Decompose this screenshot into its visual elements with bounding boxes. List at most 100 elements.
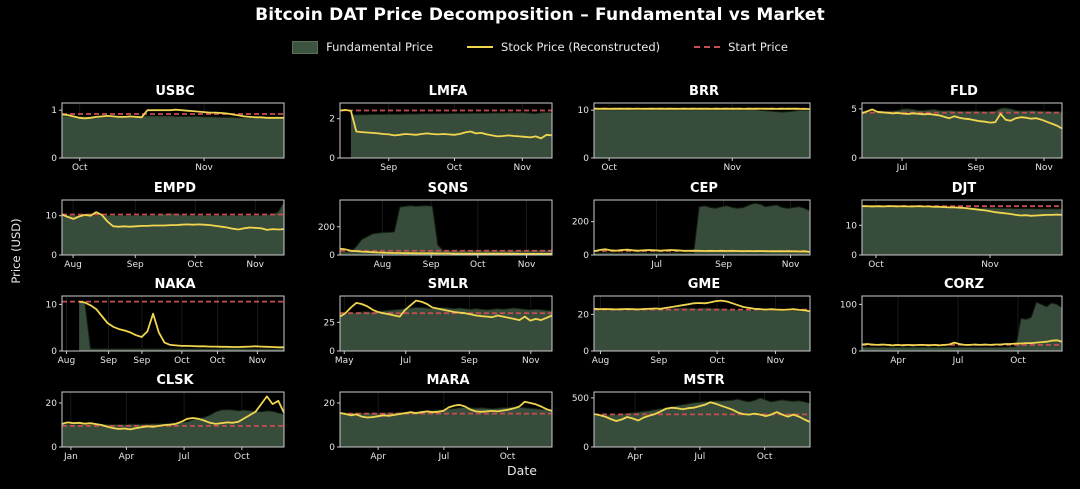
subplot-mara: MARA 20 0 Apr Jul Oct <box>314 373 556 465</box>
svg-text:Nov: Nov <box>514 163 532 172</box>
svg-text:Jul: Jul <box>650 260 662 269</box>
svg-text:Nov: Nov <box>981 260 999 269</box>
svg-text:Aug: Aug <box>374 260 392 269</box>
svg-text:0: 0 <box>51 154 57 164</box>
svg-text:0: 0 <box>51 347 57 357</box>
subplot-sqns: SQNS 200 0 Aug Sep Oct Nov <box>314 181 556 273</box>
svg-text:Sep: Sep <box>127 260 144 269</box>
subplot-canvas: 10 0 Aug Sep Oct Nov <box>46 199 285 270</box>
subplot-lmfa: LMFA 2 0 Sep Oct Nov <box>314 84 556 176</box>
svg-text:Nov: Nov <box>518 260 536 269</box>
svg-text:25: 25 <box>324 318 335 328</box>
svg-text:Jan: Jan <box>63 452 78 461</box>
svg-text:0: 0 <box>851 154 857 164</box>
svg-text:1: 1 <box>51 106 57 116</box>
subplot-canvas: 20 0 Jan Apr Jul Oct <box>46 391 285 462</box>
svg-text:Aug: Aug <box>58 356 76 365</box>
svg-text:Oct: Oct <box>601 163 617 172</box>
svg-text:Sep: Sep <box>715 260 732 269</box>
subplot-title: DJT <box>951 181 977 196</box>
svg-text:0: 0 <box>583 347 589 357</box>
x-axis-label: Date <box>507 463 537 478</box>
svg-text:Oct: Oct <box>868 260 884 269</box>
subplot-title: MSTR <box>683 373 725 388</box>
svg-text:Oct: Oct <box>187 260 203 269</box>
svg-text:0: 0 <box>329 443 335 453</box>
subplot-canvas: 200 0 Aug Sep Oct Nov <box>318 199 553 270</box>
subplot-corz: CORZ 100 0 Apr Jul Oct <box>836 277 1066 369</box>
subplot-canvas: 1 0 Oct Nov <box>51 102 285 173</box>
svg-text:0: 0 <box>329 347 335 357</box>
svg-text:Aug: Aug <box>592 356 610 365</box>
svg-text:20: 20 <box>578 310 590 320</box>
subplot-cep: CEP 200 0 Jul Sep Nov <box>568 181 814 273</box>
svg-text:20: 20 <box>324 399 336 409</box>
svg-text:0: 0 <box>329 154 335 164</box>
svg-text:Oct: Oct <box>500 452 516 461</box>
svg-text:Jul: Jul <box>399 356 411 365</box>
svg-text:Oct: Oct <box>72 163 88 172</box>
svg-text:200: 200 <box>572 218 589 228</box>
svg-text:Apr: Apr <box>890 356 906 365</box>
subplot-clsk: CLSK 20 0 Jan Apr Jul Oct <box>36 373 288 465</box>
svg-text:200: 200 <box>318 223 335 233</box>
svg-text:10: 10 <box>578 106 590 116</box>
svg-text:0: 0 <box>51 251 57 261</box>
svg-text:100: 100 <box>840 300 857 310</box>
svg-text:May: May <box>335 356 354 365</box>
legend-label: Fundamental Price <box>326 40 434 54</box>
y-axis-label: Price (USD) <box>9 218 23 284</box>
svg-text:Sep: Sep <box>968 163 985 172</box>
svg-text:Nov: Nov <box>1035 163 1053 172</box>
svg-text:Sep: Sep <box>423 260 440 269</box>
svg-text:Jul: Jul <box>693 452 705 461</box>
svg-text:0: 0 <box>329 251 335 261</box>
subplot-empd: EMPD 10 0 Aug Sep Oct Nov <box>36 181 288 273</box>
svg-text:20: 20 <box>46 399 58 409</box>
subplot-title: SQNS <box>427 181 469 196</box>
subplot-canvas: 5 0 Jul Sep Nov <box>851 102 1063 173</box>
svg-text:0: 0 <box>583 251 589 261</box>
legend: Fundamental Price Stock Price (Reconstru… <box>0 40 1080 54</box>
svg-text:Jul: Jul <box>178 452 190 461</box>
svg-text:Nov: Nov <box>195 163 213 172</box>
subplot-mstr: MSTR 500 0 Apr Jul Oct <box>568 373 814 465</box>
subplot-canvas: 200 0 Jul Sep Nov <box>572 199 811 270</box>
svg-text:Sep: Sep <box>100 356 117 365</box>
svg-text:0: 0 <box>583 443 589 453</box>
subplot-canvas: 100 0 Apr Jul Oct <box>840 295 1063 366</box>
svg-text:Aug: Aug <box>64 260 82 269</box>
legend-item-fundamental: Fundamental Price <box>292 40 433 54</box>
svg-text:Oct: Oct <box>757 452 773 461</box>
subplot-naka: NAKA 10 0 Aug Sep Sep Oct Oct Nov <box>36 277 288 369</box>
legend-label: Start Price <box>728 40 788 54</box>
subplot-title: NAKA <box>154 277 196 292</box>
svg-text:Nov: Nov <box>723 163 741 172</box>
svg-text:Sep: Sep <box>650 356 667 365</box>
subplot-title: GME <box>687 277 721 292</box>
svg-text:Jul: Jul <box>952 356 964 365</box>
svg-text:Oct: Oct <box>447 163 463 172</box>
svg-text:Oct: Oct <box>709 356 725 365</box>
svg-text:Jul: Jul <box>437 452 449 461</box>
subplot-smlr: SMLR 25 0 May Jul Sep Nov <box>314 277 556 369</box>
subplot-gme: GME 20 0 Aug Sep Oct Nov <box>568 277 814 369</box>
subplot-canvas: 10 0 Oct Nov <box>578 102 811 173</box>
chart-title: Bitcoin DAT Price Decomposition – Fundam… <box>255 5 825 25</box>
legend-label: Stock Price (Reconstructed) <box>501 40 661 54</box>
subplot-title: SMLR <box>427 277 469 292</box>
legend-item-start: Start Price <box>694 40 788 54</box>
fundamental-swatch-icon <box>292 40 319 54</box>
svg-text:10: 10 <box>46 300 58 310</box>
subplot-title: FLD <box>950 84 978 99</box>
svg-text:Sep: Sep <box>380 163 397 172</box>
svg-text:0: 0 <box>851 251 857 261</box>
svg-text:10: 10 <box>846 221 858 231</box>
subplot-title: EMPD <box>153 181 197 196</box>
svg-text:500: 500 <box>572 394 589 404</box>
svg-text:10: 10 <box>46 212 58 222</box>
svg-text:Nov: Nov <box>767 356 785 365</box>
subplot-canvas: 2 0 Sep Oct Nov <box>329 102 553 173</box>
